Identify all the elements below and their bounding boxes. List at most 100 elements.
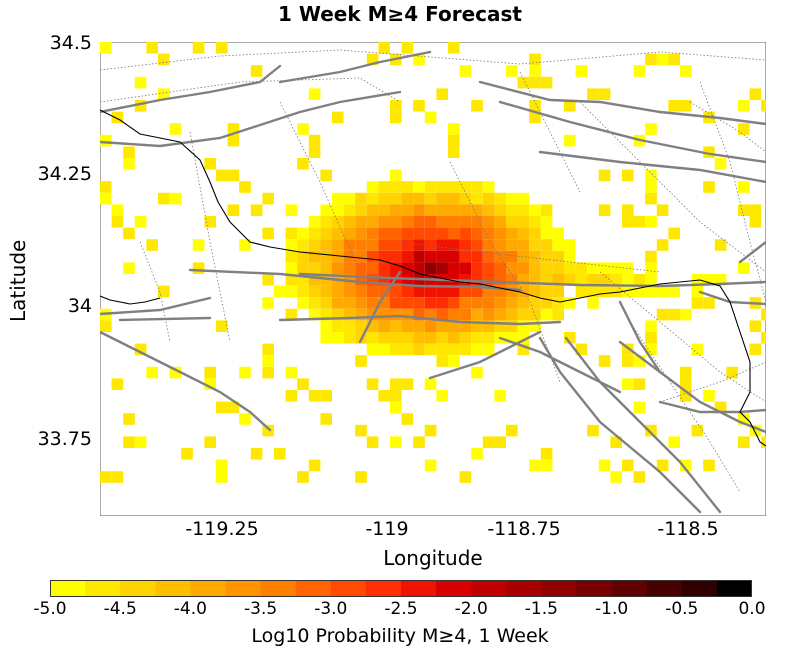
heatmap-cell — [471, 320, 483, 332]
heatmap-cell — [552, 285, 564, 298]
heatmap-cell — [482, 308, 495, 321]
heatmap-cell — [401, 308, 414, 321]
map-plot[interactable] — [100, 42, 766, 516]
heatmap-cell — [401, 192, 414, 205]
heatmap-cell — [436, 390, 448, 402]
heatmap-cell — [645, 250, 657, 263]
heatmap-cell — [390, 216, 402, 228]
heatmap-cell — [111, 378, 124, 390]
heatmap-cell — [656, 285, 669, 298]
heatmap-cell — [320, 216, 332, 228]
heatmap-cell — [517, 332, 530, 344]
heatmap-cell — [227, 204, 240, 216]
heatmap-cell — [448, 146, 460, 158]
colorbar-segment — [155, 580, 191, 597]
heatmap-cell — [691, 343, 704, 356]
heatmap-cell — [645, 262, 657, 274]
heatmap-cell — [436, 181, 448, 193]
heatmap-cell — [552, 227, 564, 240]
heatmap-cell — [343, 332, 356, 344]
heatmap-cell — [366, 262, 379, 274]
heatmap-cell — [471, 297, 483, 309]
heatmap-cell — [239, 239, 251, 251]
heatmap-cell — [622, 204, 634, 216]
heatmap-cell — [436, 204, 448, 216]
heatmap-cell — [146, 42, 158, 54]
heatmap-cell — [749, 343, 762, 356]
heatmap-cell — [366, 204, 379, 216]
heatmap-cell — [123, 146, 135, 158]
heatmap-cell — [436, 192, 448, 205]
heatmap-cell — [169, 123, 182, 135]
heatmap-cell — [459, 471, 472, 483]
heatmap-cell — [320, 169, 332, 182]
heatmap-cell — [123, 413, 135, 425]
heatmap-cell — [506, 424, 518, 437]
heatmap-cell — [390, 239, 402, 251]
heatmap-cell — [169, 366, 182, 379]
heatmap-cell — [517, 192, 530, 205]
heatmap-cell — [633, 355, 646, 367]
heatmap-cell — [134, 100, 147, 112]
heatmap-cell — [111, 471, 124, 483]
heatmap-cell — [645, 320, 657, 332]
heatmap-cell — [390, 204, 402, 216]
heatmap-cell — [424, 262, 437, 274]
heatmap-cell — [494, 390, 506, 402]
heatmap-cell — [308, 239, 321, 251]
heatmap-cell — [413, 204, 425, 216]
heatmap-cell — [448, 227, 460, 240]
heatmap-cell — [587, 88, 599, 100]
heatmap-cell — [216, 471, 228, 483]
heatmap-cell — [320, 308, 332, 321]
x-axis-label: Longitude — [383, 546, 483, 570]
heatmap-cell — [413, 308, 425, 321]
heatmap-cell — [308, 146, 321, 158]
heatmap-cell — [714, 239, 727, 251]
heatmap-cell — [158, 88, 170, 100]
heatmap-cell — [158, 53, 170, 66]
heatmap-cell — [366, 436, 379, 448]
heatmap-cell — [297, 297, 309, 309]
heatmap-cell — [459, 332, 472, 344]
heatmap-cell — [378, 227, 390, 240]
heatmap-cell — [598, 204, 611, 216]
heatmap-cell — [540, 239, 553, 251]
heatmap-cell — [401, 181, 414, 193]
heatmap-cell — [517, 216, 530, 228]
heatmap-cell — [494, 216, 506, 228]
heatmap-cell — [355, 227, 367, 240]
heatmap-cell — [413, 332, 425, 344]
heatmap-cell — [285, 227, 298, 240]
heatmap-cell — [668, 308, 680, 321]
heatmap-cell — [448, 42, 460, 54]
heatmap-cell — [598, 262, 611, 274]
heatmap-cell — [378, 390, 390, 402]
x-tick-label: -119 — [365, 518, 409, 540]
heatmap-cell — [680, 390, 692, 402]
heatmap-cell — [355, 285, 367, 298]
heatmap-cell — [355, 424, 367, 437]
heatmap-cell — [691, 424, 704, 437]
heatmap-cell — [749, 88, 762, 100]
heatmap-cell — [355, 320, 367, 332]
heatmap-cell — [401, 413, 414, 425]
heatmap-cell — [401, 378, 414, 390]
heatmap-cell — [645, 424, 657, 437]
heatmap-cell — [366, 320, 379, 332]
heatmap-cell — [482, 181, 495, 193]
heatmap-cell — [622, 378, 634, 390]
heatmap-cell — [123, 262, 135, 274]
heatmap-cell — [390, 308, 402, 321]
heatmap-cell — [494, 285, 506, 298]
heatmap-cell — [749, 424, 762, 437]
heatmap-cell — [471, 192, 483, 205]
heatmap-cell — [506, 297, 518, 309]
heatmap-cell — [285, 262, 298, 274]
heatmap-cell — [459, 250, 472, 263]
heatmap-cell — [610, 471, 622, 483]
heatmap-cell — [308, 274, 321, 286]
heatmap-cell — [610, 285, 622, 298]
heatmap-cell — [274, 448, 286, 460]
heatmap-cell — [436, 285, 448, 298]
